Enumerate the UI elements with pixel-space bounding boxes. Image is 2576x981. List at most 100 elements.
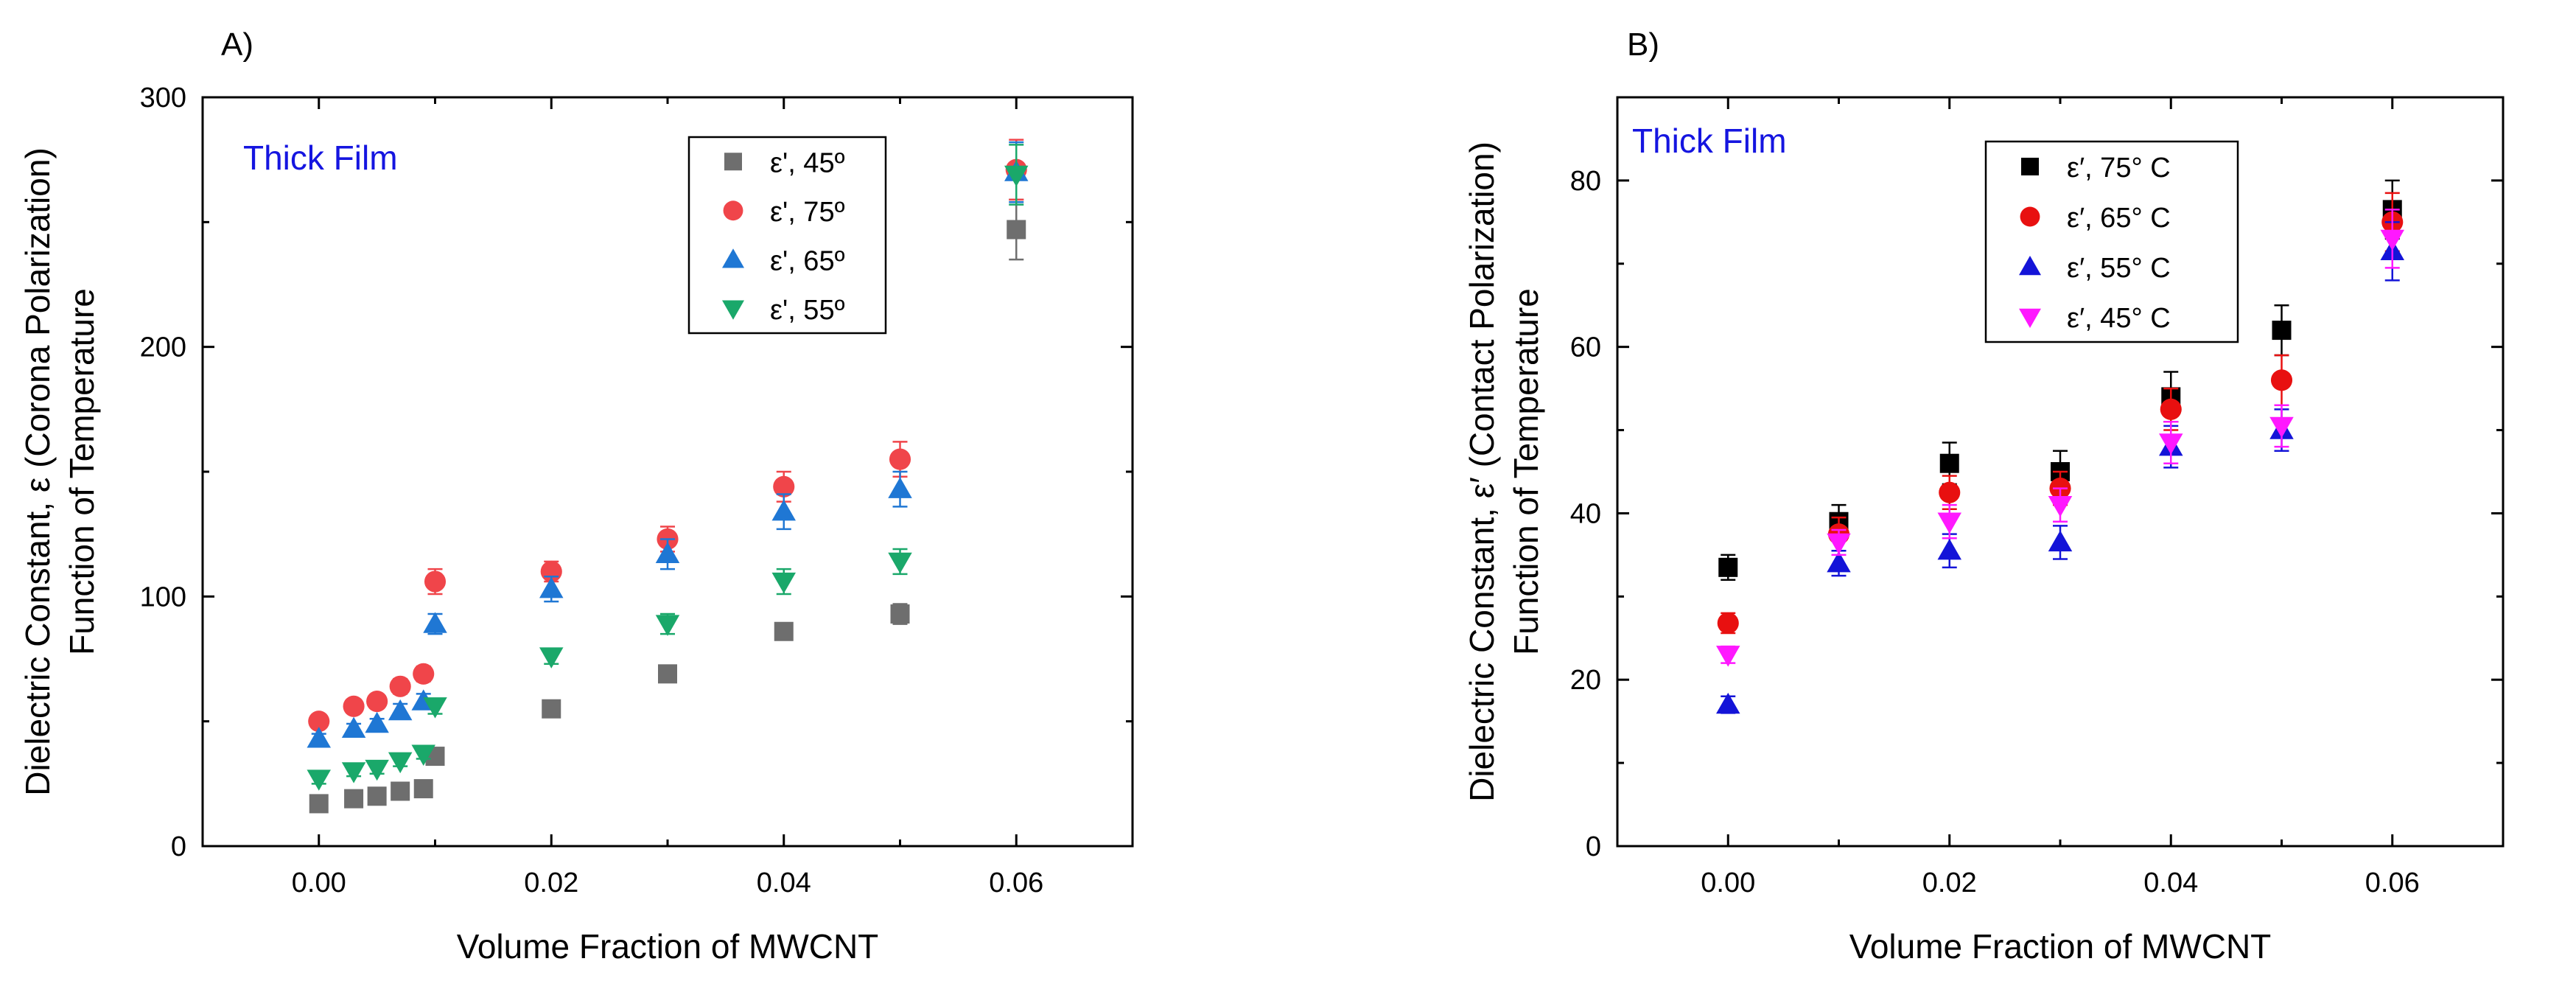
data-point [413,779,433,799]
data-point [771,499,796,521]
data-point [366,691,388,713]
data-point [388,699,413,721]
x-axis-label: Volume Fraction of MWCNT [1849,927,2272,966]
data-point [1716,692,1740,714]
data-point [773,475,795,498]
data-point [1827,551,1851,573]
data-point [655,542,680,563]
y-tick-label: 20 [1570,665,1601,696]
data-point [341,716,366,739]
panel-label: B) [1627,27,1659,63]
y-axis-label-line1: Dielectric Constant, ε (Corona Polarizat… [18,147,57,796]
legend-label: ε', 45º [770,147,845,178]
annotation-thick-film: Thick Film [1632,122,1787,160]
data-point [344,789,364,809]
data-point [888,477,912,498]
data-point [391,781,410,801]
data-point [1717,612,1739,635]
y-tick-label: 0 [171,831,186,862]
legend-marker [722,300,744,320]
y-axis-label-line2: Function of Temperature [1507,288,1545,655]
data-point [2048,530,2073,552]
data-point [424,570,447,593]
y-axis-label-line1: Dielectric Constant, ε′ (Contact Polariz… [1463,142,1501,802]
legend-label: ε′, 75° C [2067,153,2171,184]
series-0 [309,198,1026,814]
chart-panel-a: 0.00 0.02 0.04 0.06 0 100 200 300 A) Thick Film Vo… [18,27,1134,966]
data-point [341,762,366,783]
data-point [542,699,561,719]
data-point [365,759,389,781]
x-tick-label: 0.02 [1922,867,1977,898]
data-point [309,794,329,814]
data-point [771,572,796,594]
data-point [411,744,435,766]
legend-label: ε', 55º [770,295,845,326]
data-point [774,621,794,641]
legend-marker [723,200,743,221]
legend-label: ε', 65º [770,245,845,276]
data-point [413,663,435,685]
y-axis-label-line2: Function of Temperature [63,288,101,655]
legend-label: ε', 75º [770,197,845,228]
y-tick-label: 0 [1586,831,1601,862]
data-point [307,727,331,748]
annotation-thick-film: Thick Film [243,139,398,177]
data-point [308,711,330,733]
data-point [367,786,387,806]
legend-marker [2019,256,2041,276]
data-point [888,552,912,574]
legend-label: ε′, 55° C [2067,253,2171,284]
x-tick-label: 0.06 [989,867,1043,898]
legend-box [687,136,887,335]
data-point [1937,538,1961,560]
data-point [2270,369,2293,391]
series-3 [307,144,1029,791]
data-point [2272,321,2292,341]
data-point [1716,646,1740,667]
chart-panel-b: 0.00 0.02 0.04 0.06 0 20 40 60 80 B) Thick Film Vol… [1463,27,2505,966]
data-point [2048,495,2073,517]
y-tick-label: 40 [1570,498,1601,529]
data-point [539,576,564,598]
data-point [388,752,413,774]
panel-label: A) [221,27,253,63]
plot-frame [201,96,1134,848]
series-2 [307,141,1029,748]
legend-marker [724,153,742,171]
data-point [2159,433,2183,455]
legend: ε′, 75° C ε′, 65° C ε′, 55° C ε′, 45° C [1984,140,2239,343]
y-tick-label: 80 [1570,166,1601,197]
legend-label: ε′, 45° C [2067,303,2171,334]
data-point [658,664,677,684]
x-tick-label: 0.04 [757,867,811,898]
legend-marker [2019,308,2041,328]
data-point [423,612,447,633]
data-point [1937,512,1961,534]
data-point [1939,453,1959,473]
data-point [423,697,447,719]
data-point [2380,229,2404,251]
series-1 [308,139,1027,733]
data-point [389,675,411,697]
x-tick-label: 0.04 [2143,867,2198,898]
series-3 [1716,209,2404,667]
y-tick-label: 200 [140,332,186,363]
data-point [2160,398,2182,420]
data-point [2269,416,2294,439]
legend-marker [2021,158,2039,175]
data-point [1718,557,1738,577]
data-point [1939,481,1961,503]
legend-label: ε′, 65° C [2067,203,2171,234]
data-point [343,695,365,717]
x-tick-label: 0.02 [524,867,578,898]
y-tick-label: 60 [1570,332,1601,363]
x-tick-label: 0.00 [1701,867,1755,898]
legend-marker [2020,206,2040,227]
data-point [539,647,564,668]
data-point [307,769,331,791]
y-tick-label: 300 [140,83,186,114]
data-point [1827,533,1851,555]
y-tick-label: 100 [140,582,186,612]
